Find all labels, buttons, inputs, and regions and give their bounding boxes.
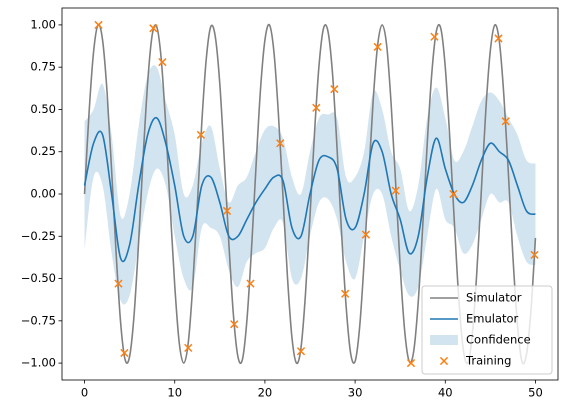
line xyxy=(83,116,536,263)
confidence-band xyxy=(84,65,536,305)
y-tick-label: −0.50 xyxy=(21,271,56,285)
y-tick-label: 1.00 xyxy=(30,17,56,31)
training-point xyxy=(449,189,458,199)
training-point xyxy=(373,42,382,52)
training-point xyxy=(406,358,416,368)
x-tick-label: 30 xyxy=(348,386,363,400)
training-point xyxy=(501,117,510,126)
legend-label: Confidence xyxy=(466,333,531,347)
training-point xyxy=(361,230,371,239)
legend-marker xyxy=(439,356,449,366)
y-tick-label: −1.00 xyxy=(21,356,56,370)
training-point xyxy=(114,279,123,288)
training-point xyxy=(184,343,193,353)
training-point xyxy=(494,34,503,43)
y-tick-label: 0.00 xyxy=(30,187,56,201)
training-point xyxy=(330,85,339,94)
training-point xyxy=(120,348,129,358)
training-point xyxy=(196,130,206,139)
y-tick-label: 0.50 xyxy=(30,102,56,116)
x-tick-label: 50 xyxy=(528,386,543,400)
training-point xyxy=(222,206,232,216)
training-point xyxy=(296,347,306,356)
training-point xyxy=(312,103,321,112)
legend-label: Simulator xyxy=(466,291,522,305)
legend-label: Emulator xyxy=(466,312,519,326)
training-point xyxy=(276,139,285,148)
training-point xyxy=(94,20,103,30)
training-point xyxy=(149,24,158,33)
training-point xyxy=(230,320,239,329)
legend-patch xyxy=(430,335,458,345)
x-tick-label: 20 xyxy=(258,386,273,400)
y-tick-label: 0.25 xyxy=(30,144,56,158)
x-tick-label: 10 xyxy=(167,386,182,400)
x-tick-label: 40 xyxy=(438,386,453,400)
legend-label: Training xyxy=(465,354,511,368)
y-tick-label: −0.25 xyxy=(21,229,56,243)
training-point xyxy=(391,186,400,195)
training-point xyxy=(430,32,439,41)
training-point xyxy=(341,289,350,298)
training-point xyxy=(158,57,167,67)
legend-box xyxy=(421,285,553,375)
x-tick-label: 0 xyxy=(81,386,88,400)
training-point xyxy=(246,279,255,288)
training-point xyxy=(530,250,539,260)
legend: Simulator Emulator Confidence Training xyxy=(421,285,553,375)
y-tick-label: −0.75 xyxy=(21,313,56,327)
y-tick-label: 0.75 xyxy=(30,60,56,74)
